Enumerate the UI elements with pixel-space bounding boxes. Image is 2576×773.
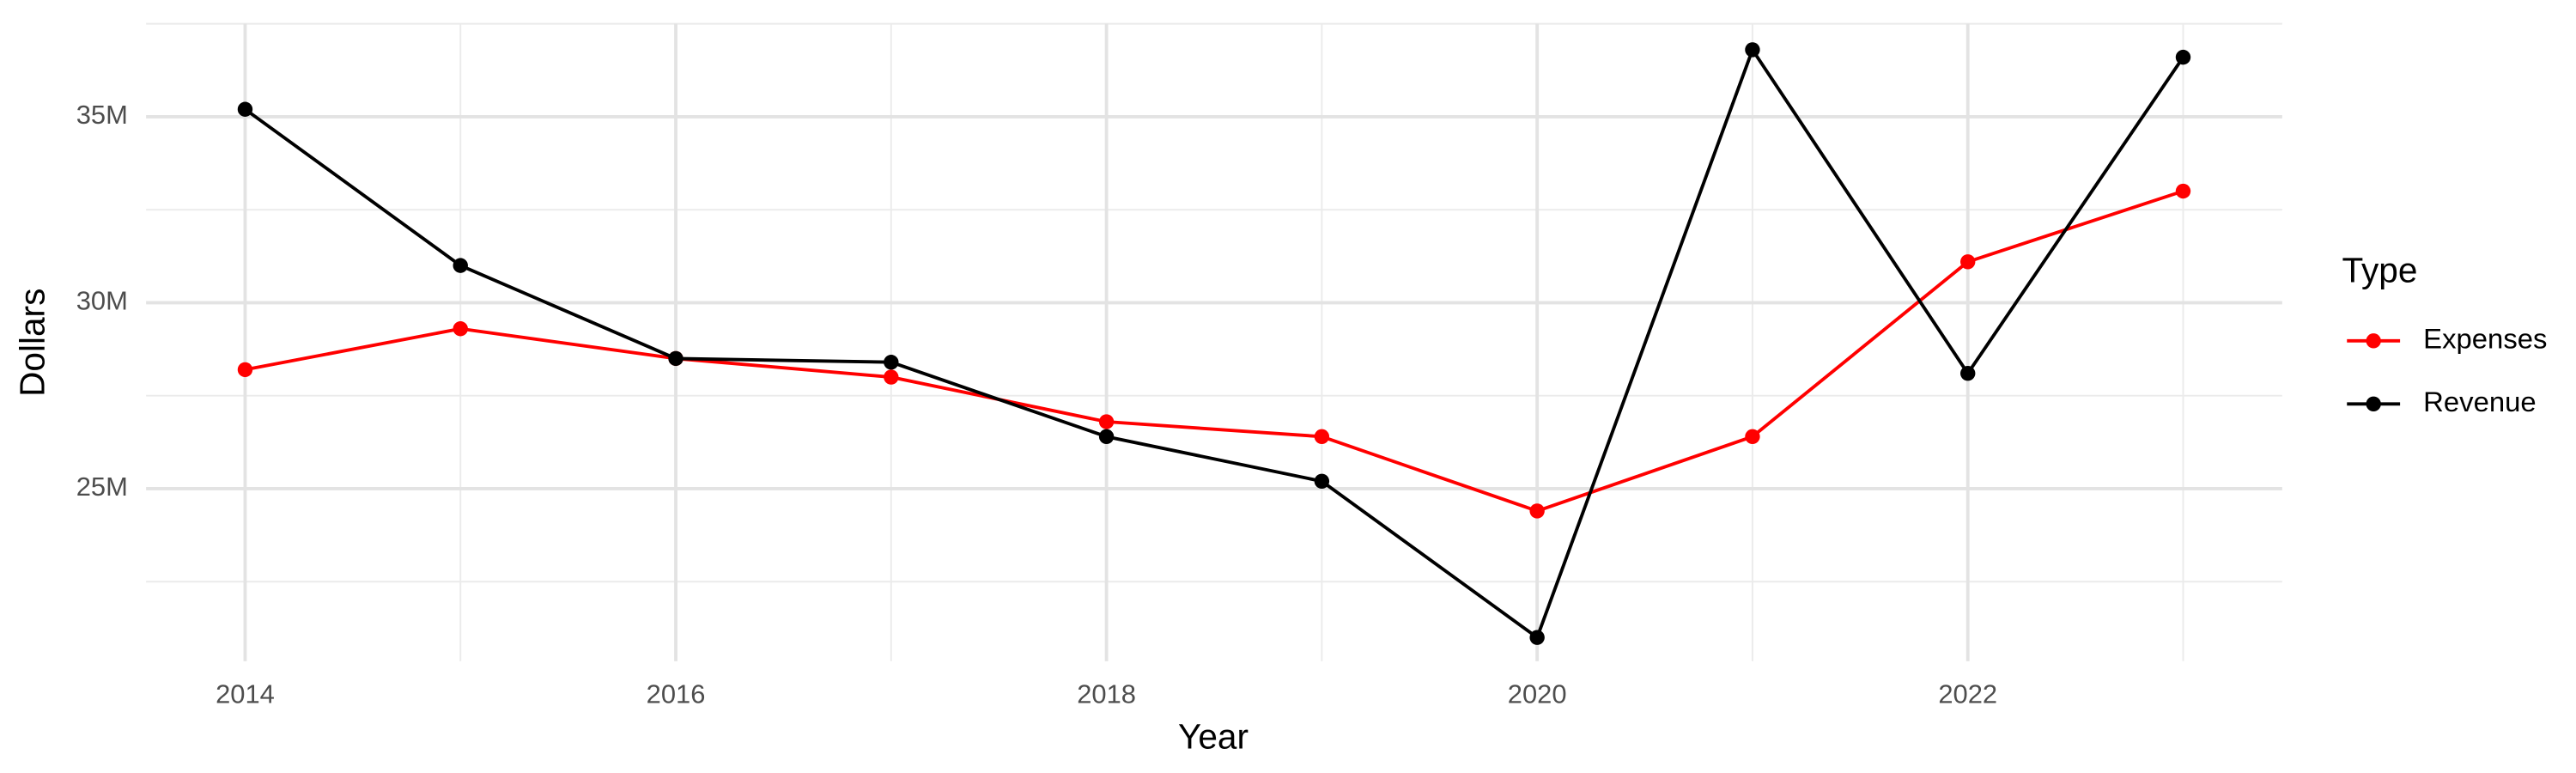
x-tick-label: 2014 <box>216 679 275 709</box>
data-point <box>1314 473 1330 490</box>
plot-area <box>237 42 2191 645</box>
data-point <box>1529 630 1545 645</box>
legend-key-point <box>2366 396 2381 411</box>
y-axis-title: Dollars <box>12 289 52 397</box>
x-tick-label: 2020 <box>1508 679 1567 709</box>
data-point <box>1960 254 1976 270</box>
data-point <box>1745 42 1760 58</box>
data-point <box>1314 429 1330 445</box>
y-tick-label: 25M <box>76 472 128 502</box>
series-line <box>244 46 2185 641</box>
data-point <box>1960 366 1976 381</box>
series-line <box>245 189 2184 513</box>
data-point <box>1529 503 1545 519</box>
data-point <box>453 321 468 337</box>
legend-label: Expenses <box>2423 323 2547 355</box>
x-axis-title: Year <box>1178 716 1249 756</box>
legend-title: Type <box>2342 250 2417 289</box>
legend-key-point <box>2366 333 2381 349</box>
data-point <box>884 355 899 370</box>
x-tick-label: 2016 <box>647 679 706 709</box>
y-tick-label: 30M <box>76 286 128 316</box>
data-point <box>453 258 468 273</box>
data-point <box>884 369 899 385</box>
x-tick-label: 2022 <box>1938 679 1997 709</box>
y-tick-label: 35M <box>76 100 128 130</box>
data-point <box>1745 429 1760 445</box>
x-tick-label: 2018 <box>1077 679 1136 709</box>
data-point <box>668 350 683 367</box>
grid <box>146 22 2282 661</box>
data-point <box>2175 183 2191 199</box>
legend-label: Revenue <box>2423 386 2537 417</box>
data-point <box>237 362 253 378</box>
data-point <box>1098 414 1115 429</box>
data-point <box>1098 429 1115 445</box>
data-point <box>2175 49 2191 65</box>
data-point <box>237 101 253 117</box>
